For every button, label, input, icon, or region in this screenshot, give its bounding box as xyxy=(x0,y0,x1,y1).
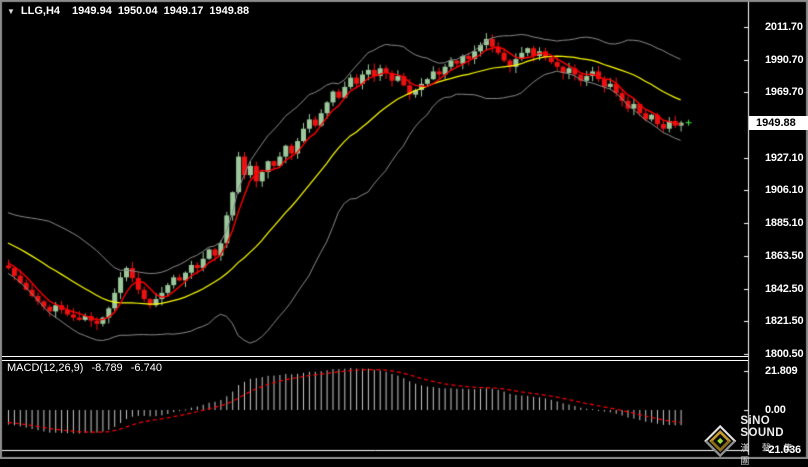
price-tick-label: 1842.50 xyxy=(765,283,804,295)
logo-name-en: SiNO SOUND xyxy=(740,415,784,439)
macd-tick-label: -21.036 xyxy=(765,444,801,456)
sinosound-diamond-icon xyxy=(704,424,737,458)
ohlc-low-value: 1949.17 xyxy=(163,5,204,17)
macd-name: MACD(12,26,9) xyxy=(7,362,84,374)
ohlc-high-value: 1950.04 xyxy=(117,5,158,17)
sinosound-logo: SiNO SOUND 漢 聲 集 團 xyxy=(703,415,808,467)
ohlc-close-value: 1949.88 xyxy=(209,5,250,17)
price-tick-label: 1990.70 xyxy=(765,54,804,66)
symbol-timeframe-label: LLG,H4 xyxy=(20,5,61,17)
price-tick-label: 1969.70 xyxy=(765,86,804,98)
price-tick-label: 1927.10 xyxy=(765,152,804,164)
macd-indicator-label: MACD(12,26,9) -8.789 -6.740 xyxy=(7,362,167,374)
price-tick-label: 2011.70 xyxy=(765,21,803,33)
price-tick-label: 1863.50 xyxy=(765,250,804,262)
current-price-value: 1949.88 xyxy=(756,117,796,129)
price-tick-label: 1800.50 xyxy=(765,348,804,360)
macd-main-value: -8.789 xyxy=(91,362,123,374)
symbol-ohlc-header: ▼ LLG,H4 1949.94 1950.04 1949.17 1949.88 xyxy=(7,5,255,17)
collapse-triangle-icon[interactable]: ▼ xyxy=(7,6,15,16)
price-tick-label: 1821.50 xyxy=(765,315,804,327)
macd-signal-value: -6.740 xyxy=(130,362,162,374)
current-price-tag: 1949.88 xyxy=(749,116,808,130)
ohlc-open-value: 1949.94 xyxy=(72,5,112,17)
pane-splitter-handle[interactable] xyxy=(2,356,748,361)
macd-tick-label: 21.809 xyxy=(765,365,798,377)
price-tick-label: 1906.10 xyxy=(765,184,804,196)
macd-tick-label: 0.00 xyxy=(765,404,786,416)
price-tick-label: 1885.10 xyxy=(765,217,804,229)
